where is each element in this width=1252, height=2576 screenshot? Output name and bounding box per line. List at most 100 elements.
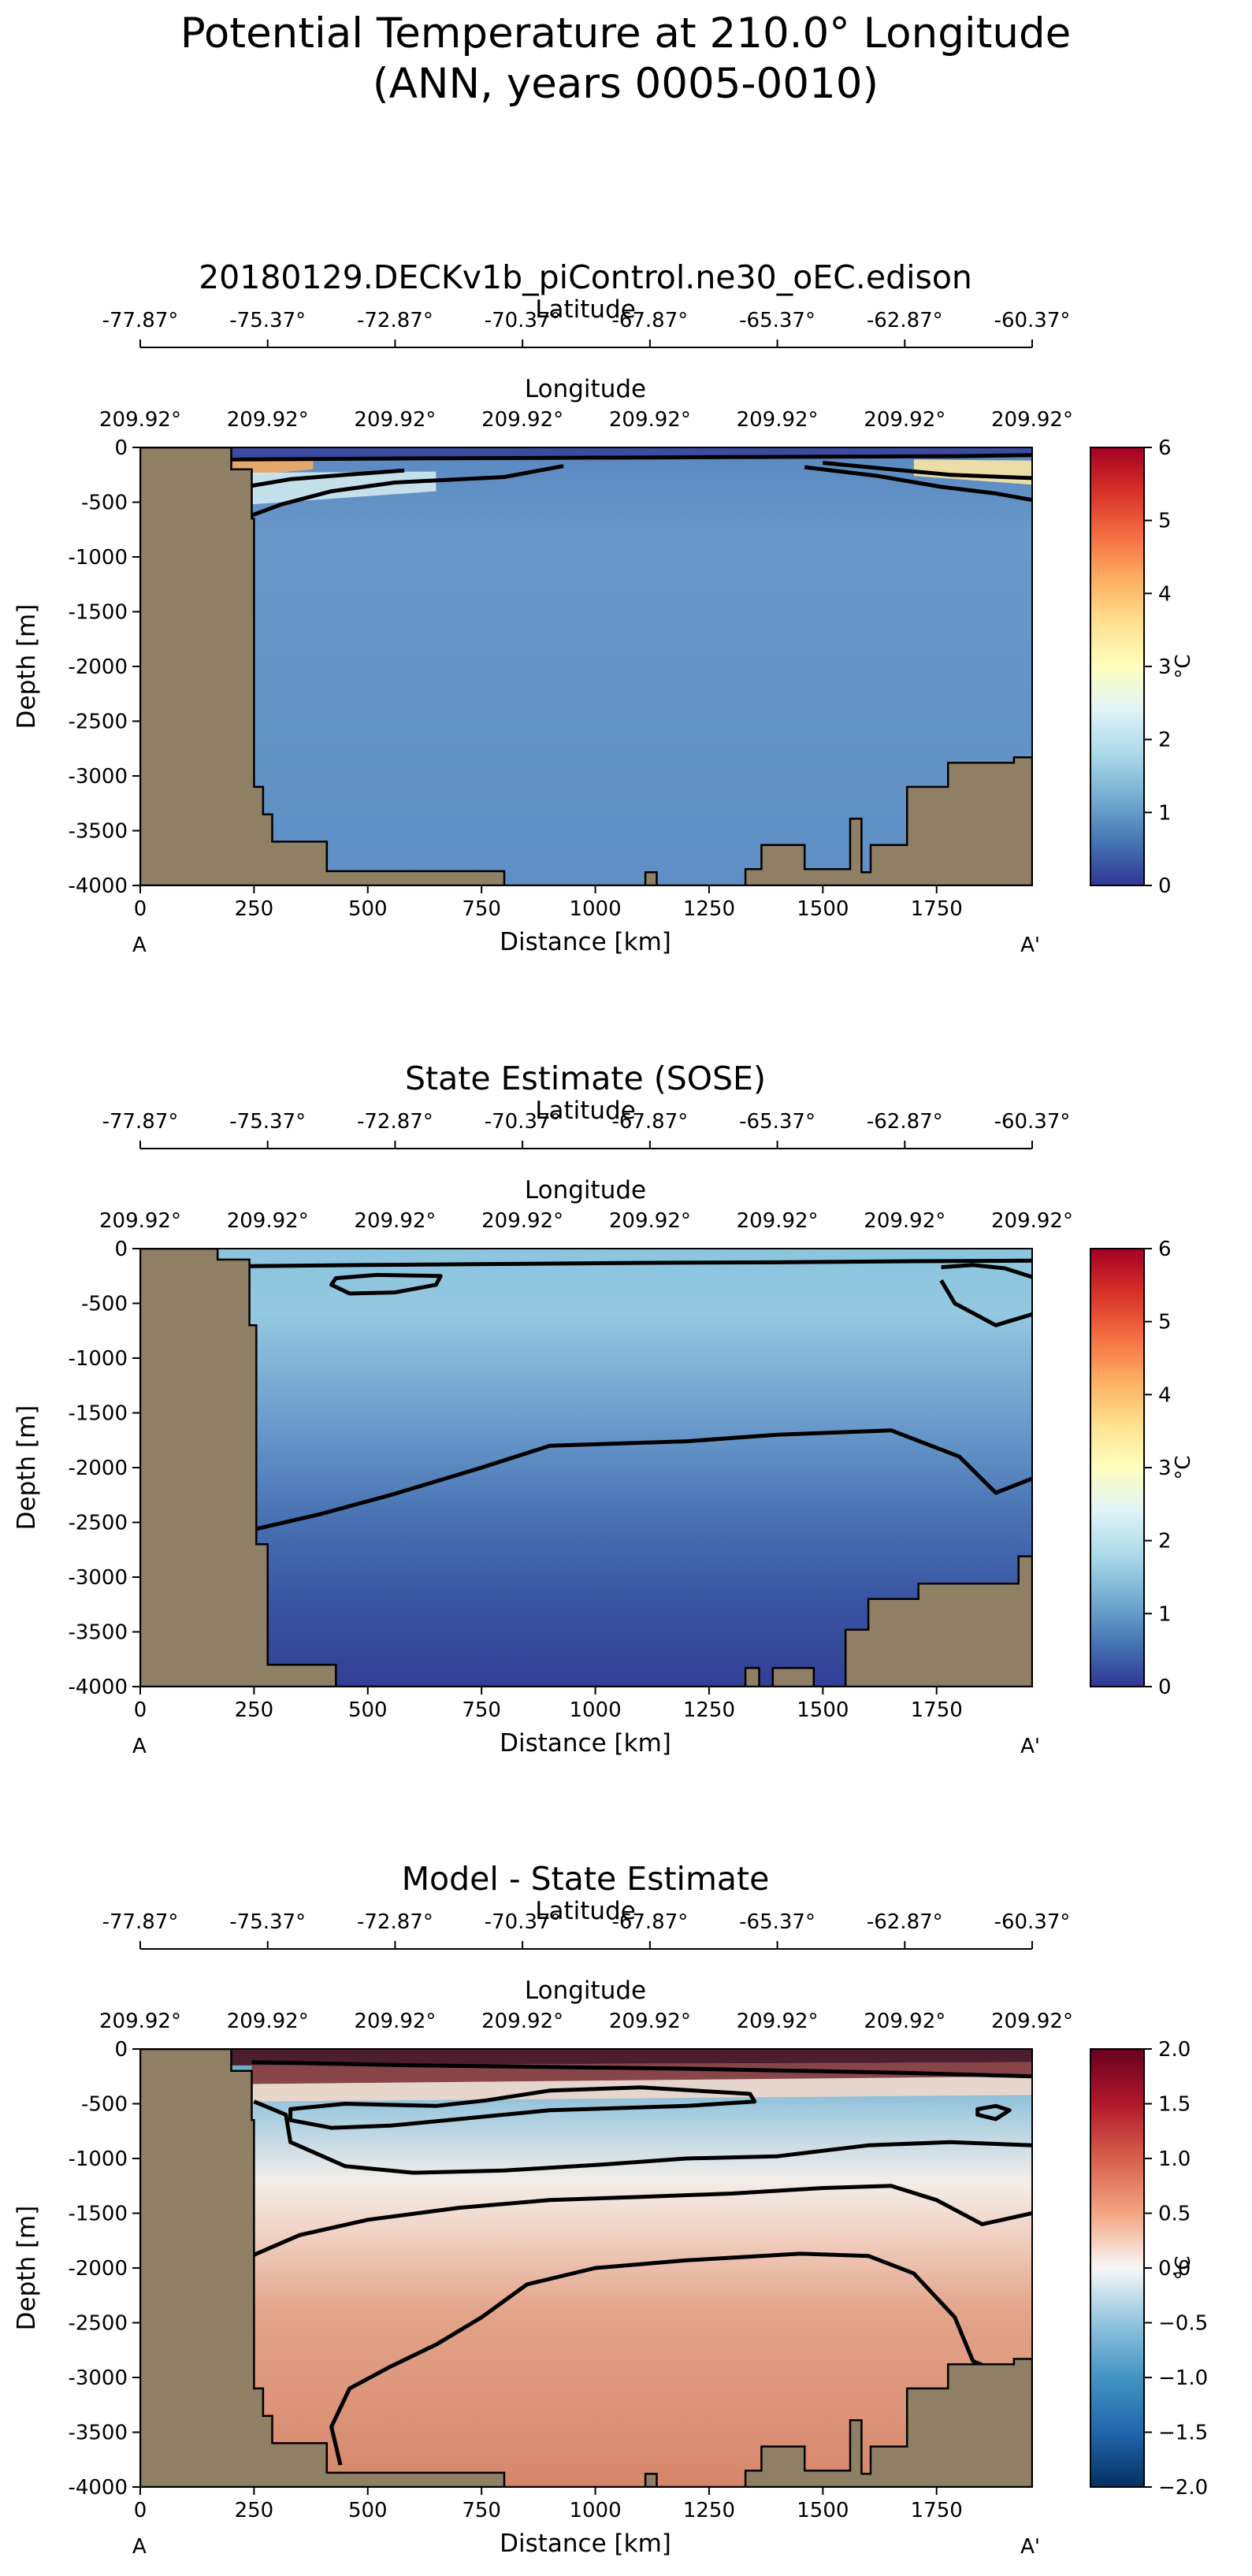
x-tick-label: 1000 <box>569 897 621 921</box>
latitude-tick-label: -67.87° <box>611 309 688 332</box>
longitude-tick-label: 209.92° <box>481 408 563 432</box>
colorbar-tick-label: 2 <box>1158 1530 1172 1553</box>
longitude-tick-label: 209.92° <box>99 2010 181 2033</box>
y-tick-label: -500 <box>81 1293 128 1316</box>
longitude-tick-label: 209.92° <box>99 408 181 432</box>
latitude-tick-label: -62.87° <box>867 309 943 332</box>
y-tick-label: -500 <box>81 2093 128 2117</box>
plot-area <box>140 447 1032 885</box>
latitude-tick-label: -75.37° <box>229 1110 306 1134</box>
longitude-tick-label: 209.92° <box>609 1209 691 1233</box>
contour-line <box>939 1279 1032 1327</box>
contour-line <box>251 464 564 518</box>
longitude-tick-label: 209.92° <box>354 2010 436 2033</box>
x-tick-label: 1750 <box>911 2499 963 2522</box>
y-tick-label: -2000 <box>68 1457 128 1480</box>
colorbar <box>1090 2048 1145 2488</box>
section-end-label: A' <box>1020 934 1040 957</box>
colorbar-tick-label: 6 <box>1158 436 1172 460</box>
colorbar-tick-label: 0.0 <box>1158 2257 1191 2281</box>
contour-line <box>823 461 1032 481</box>
y-tick-label: -3000 <box>68 765 128 789</box>
land-mask <box>140 1249 1032 1687</box>
contour-line <box>249 1258 1032 1268</box>
longitude-tick-label: 209.92° <box>737 2010 819 2033</box>
x-tick-label: 500 <box>348 2499 388 2522</box>
latitude-tick-label: -70.37° <box>485 1910 561 1934</box>
longitude-tick-label: 209.92° <box>737 1209 819 1233</box>
contour-line <box>251 468 405 488</box>
x-tick-label: 1250 <box>683 2499 735 2522</box>
y-tick-label: -2500 <box>68 1512 128 1535</box>
latitude-axis-label: Latitude <box>535 1097 636 1125</box>
colorbar-tick-label: 6 <box>1158 1238 1172 1261</box>
colorbar <box>1090 447 1145 886</box>
x-tick-label: 500 <box>348 1698 388 1722</box>
latitude-tick-label: -72.87° <box>357 1110 433 1134</box>
y-tick-label: -2500 <box>68 711 128 734</box>
section-start-label: A <box>132 934 147 957</box>
y-tick-label: -3000 <box>68 2366 128 2390</box>
colorbar-tick-label: 1.0 <box>1158 2147 1191 2171</box>
plot-area <box>140 2049 1032 2487</box>
x-tick-label: 250 <box>235 1698 274 1722</box>
x-tick-label: 1500 <box>797 897 849 921</box>
land-mask <box>140 2049 1032 2487</box>
colorbar-tick-label: 3 <box>1158 655 1172 679</box>
longitude-axis-label: Longitude <box>525 1977 646 2005</box>
contour-line <box>941 1263 1032 1279</box>
x-tick-label: 1750 <box>911 897 963 921</box>
panel-title: Model - State Estimate <box>402 1860 770 1898</box>
longitude-tick-label: 209.92° <box>864 408 946 432</box>
x-tick-label: 1250 <box>683 897 735 921</box>
longitude-axis-label: Longitude <box>525 1176 646 1204</box>
y-tick-label: -2000 <box>68 655 128 679</box>
x-tick-label: 1000 <box>569 1698 621 1722</box>
colorbar-tick-label: 0 <box>1158 1676 1172 1699</box>
y-tick-label: -2500 <box>68 2312 128 2336</box>
y-tick-label: -1000 <box>68 546 128 570</box>
colorbar-tick-label: −0.5 <box>1158 2312 1208 2336</box>
latitude-tick-label: -67.87° <box>611 1910 688 1934</box>
colorbar-tick-label: −2.0 <box>1158 2476 1208 2500</box>
longitude-tick-label: 209.92° <box>991 2010 1073 2033</box>
contour-line <box>253 2184 1032 2257</box>
colorbar-tick-label: 2 <box>1158 729 1172 752</box>
longitude-tick-label: 209.92° <box>481 2010 563 2033</box>
colorbar-tick-label: 2.0 <box>1158 2038 1191 2062</box>
figure-title-line-1: Potential Temperature at 210.0° Longitud… <box>180 9 1071 58</box>
latitude-tick-label: -72.87° <box>357 309 433 332</box>
latitude-tick-label: -60.37° <box>994 1110 1071 1134</box>
panel-title: 20180129.DECKv1b_piControl.ne30_oEC.edis… <box>199 258 972 296</box>
colorbar-tick-label: 5 <box>1158 1311 1172 1334</box>
contour-line <box>231 453 1032 462</box>
contour-line <box>329 2251 992 2466</box>
latitude-tick-label: -70.37° <box>485 309 561 332</box>
x-axis-label: Distance [km] <box>500 928 671 956</box>
colorbar-tick-label: 4 <box>1158 582 1172 606</box>
x-axis-label: Distance [km] <box>500 2530 671 2558</box>
x-tick-label: 0 <box>134 2499 147 2522</box>
latitude-tick-label: -75.37° <box>229 1910 306 1934</box>
x-tick-label: 750 <box>462 897 501 921</box>
latitude-axis-label: Latitude <box>535 1897 636 1925</box>
longitude-tick-label: 209.92° <box>609 408 691 432</box>
colorbar-tick-label: 1.5 <box>1158 2093 1191 2117</box>
section-end-label: A' <box>1020 2535 1040 2559</box>
y-tick-label: -1000 <box>68 2147 128 2171</box>
longitude-tick-label: 209.92° <box>991 408 1073 432</box>
longitude-tick-label: 209.92° <box>227 408 309 432</box>
latitude-tick-label: -70.37° <box>485 1110 561 1134</box>
x-tick-label: 0 <box>134 1698 147 1722</box>
y-tick-label: -3500 <box>68 2422 128 2445</box>
y-axis-label: Depth [m] <box>13 604 41 729</box>
longitude-tick-label: 209.92° <box>227 1209 309 1233</box>
y-axis-label: Depth [m] <box>13 1405 41 1531</box>
section-end-label: A' <box>1020 1735 1040 1758</box>
x-tick-label: 750 <box>462 2499 501 2522</box>
x-tick-label: 1500 <box>797 1698 849 1722</box>
y-tick-label: 0 <box>114 1238 128 1261</box>
colorbar-tick-label: 0 <box>1158 874 1172 898</box>
